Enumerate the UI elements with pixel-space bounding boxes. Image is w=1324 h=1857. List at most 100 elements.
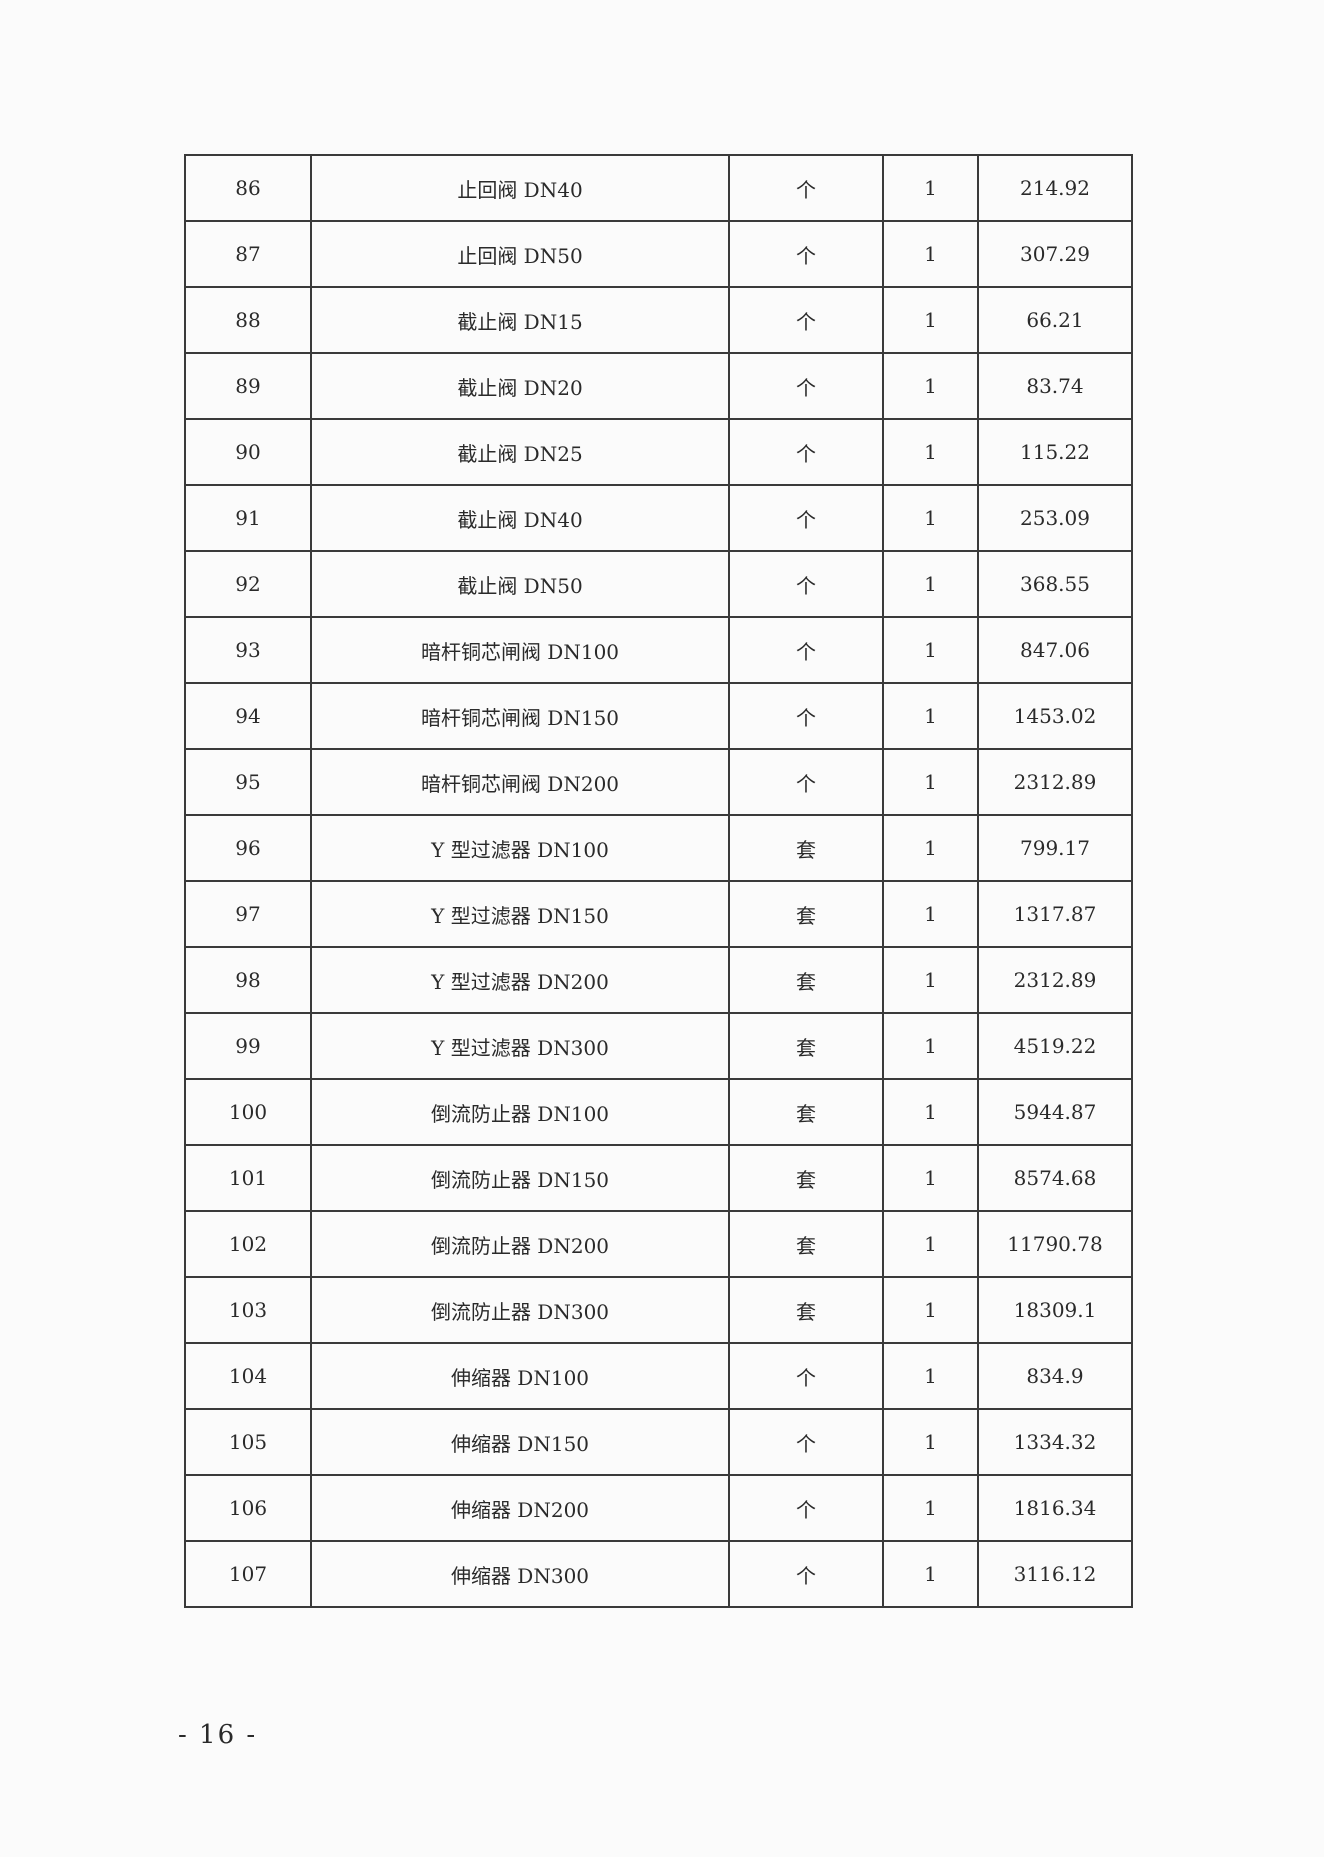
cell-price: 2312.89 (977, 748, 1133, 816)
table-row: 86 止回阀 DN40 个 1 214.92 (184, 154, 1133, 222)
cell-price: 11790.78 (977, 1210, 1133, 1278)
cell-unit: 个 (728, 154, 884, 222)
cell-unit: 个 (728, 550, 884, 618)
cell-quantity: 1 (882, 220, 979, 288)
cell-quantity: 1 (882, 154, 979, 222)
cell-item-name: 倒流防止器 DN200 (310, 1210, 730, 1278)
cell-item-number: 88 (184, 286, 312, 354)
cell-unit: 个 (728, 1474, 884, 1542)
table-row: 93 暗杆铜芯闸阀 DN100 个 1 847.06 (184, 616, 1133, 684)
cell-unit: 个 (728, 352, 884, 420)
cell-item-number: 106 (184, 1474, 312, 1542)
cell-quantity: 1 (882, 1342, 979, 1410)
cell-item-number: 95 (184, 748, 312, 816)
cell-item-number: 104 (184, 1342, 312, 1410)
cell-unit: 个 (728, 682, 884, 750)
cell-unit: 个 (728, 484, 884, 552)
cell-item-number: 103 (184, 1276, 312, 1344)
table-row: 92 截止阀 DN50 个 1 368.55 (184, 550, 1133, 618)
cell-quantity: 1 (882, 1408, 979, 1476)
cell-item-number: 94 (184, 682, 312, 750)
cell-item-name: 截止阀 DN25 (310, 418, 730, 486)
table-row: 106 伸缩器 DN200 个 1 1816.34 (184, 1474, 1133, 1542)
cell-unit: 个 (728, 1342, 884, 1410)
cell-item-name: Y 型过滤器 DN300 (310, 1012, 730, 1080)
cell-price: 18309.1 (977, 1276, 1133, 1344)
cell-item-name: 倒流防止器 DN100 (310, 1078, 730, 1146)
cell-price: 847.06 (977, 616, 1133, 684)
cell-quantity: 1 (882, 550, 979, 618)
cell-price: 368.55 (977, 550, 1133, 618)
cell-quantity: 1 (882, 1474, 979, 1542)
cell-price: 307.29 (977, 220, 1133, 288)
price-table: 86 止回阀 DN40 个 1 214.92 87 止回阀 DN50 个 1 307.29 88 截止… (184, 154, 1133, 1608)
cell-item-name: Y 型过滤器 DN100 (310, 814, 730, 882)
page-number: - 16 - (178, 1720, 258, 1750)
cell-unit: 个 (728, 1540, 884, 1608)
cell-item-number: 98 (184, 946, 312, 1014)
cell-item-name: 截止阀 DN50 (310, 550, 730, 618)
cell-price: 799.17 (977, 814, 1133, 882)
table-row: 89 截止阀 DN20 个 1 83.74 (184, 352, 1133, 420)
table-row: 87 止回阀 DN50 个 1 307.29 (184, 220, 1133, 288)
cell-item-name: 倒流防止器 DN300 (310, 1276, 730, 1344)
table-row: 94 暗杆铜芯闸阀 DN150 个 1 1453.02 (184, 682, 1133, 750)
cell-item-number: 96 (184, 814, 312, 882)
cell-quantity: 1 (882, 616, 979, 684)
cell-quantity: 1 (882, 286, 979, 354)
table-row: 95 暗杆铜芯闸阀 DN200 个 1 2312.89 (184, 748, 1133, 816)
cell-price: 1334.32 (977, 1408, 1133, 1476)
cell-item-name: Y 型过滤器 DN200 (310, 946, 730, 1014)
cell-price: 3116.12 (977, 1540, 1133, 1608)
cell-item-name: 伸缩器 DN200 (310, 1474, 730, 1542)
table-row: 91 截止阀 DN40 个 1 253.09 (184, 484, 1133, 552)
cell-price: 253.09 (977, 484, 1133, 552)
cell-quantity: 1 (882, 1540, 979, 1608)
cell-unit: 套 (728, 1012, 884, 1080)
cell-price: 83.74 (977, 352, 1133, 420)
cell-price: 834.9 (977, 1342, 1133, 1410)
cell-item-name: 暗杆铜芯闸阀 DN100 (310, 616, 730, 684)
table-row: 100 倒流防止器 DN100 套 1 5944.87 (184, 1078, 1133, 1146)
cell-price: 214.92 (977, 154, 1133, 222)
cell-unit: 个 (728, 418, 884, 486)
cell-item-number: 91 (184, 484, 312, 552)
cell-price: 1816.34 (977, 1474, 1133, 1542)
cell-item-number: 100 (184, 1078, 312, 1146)
table-row: 88 截止阀 DN15 个 1 66.21 (184, 286, 1133, 354)
table-row: 98 Y 型过滤器 DN200 套 1 2312.89 (184, 946, 1133, 1014)
cell-quantity: 1 (882, 352, 979, 420)
cell-item-number: 90 (184, 418, 312, 486)
cell-item-name: 倒流防止器 DN150 (310, 1144, 730, 1212)
cell-item-number: 89 (184, 352, 312, 420)
cell-item-name: 止回阀 DN40 (310, 154, 730, 222)
table-row: 99 Y 型过滤器 DN300 套 1 4519.22 (184, 1012, 1133, 1080)
cell-price: 66.21 (977, 286, 1133, 354)
cell-price: 1453.02 (977, 682, 1133, 750)
cell-unit: 套 (728, 1144, 884, 1212)
table-row: 105 伸缩器 DN150 个 1 1334.32 (184, 1408, 1133, 1476)
cell-unit: 个 (728, 220, 884, 288)
cell-quantity: 1 (882, 1144, 979, 1212)
cell-unit: 套 (728, 946, 884, 1014)
cell-unit: 套 (728, 880, 884, 948)
cell-item-name: 截止阀 DN20 (310, 352, 730, 420)
cell-item-name: 伸缩器 DN100 (310, 1342, 730, 1410)
cell-quantity: 1 (882, 1012, 979, 1080)
cell-unit: 套 (728, 1078, 884, 1146)
cell-item-name: 止回阀 DN50 (310, 220, 730, 288)
table-row: 90 截止阀 DN25 个 1 115.22 (184, 418, 1133, 486)
cell-unit: 个 (728, 286, 884, 354)
table-row: 102 倒流防止器 DN200 套 1 11790.78 (184, 1210, 1133, 1278)
cell-item-number: 87 (184, 220, 312, 288)
table-row: 104 伸缩器 DN100 个 1 834.9 (184, 1342, 1133, 1410)
cell-unit: 套 (728, 1276, 884, 1344)
table-row: 103 倒流防止器 DN300 套 1 18309.1 (184, 1276, 1133, 1344)
cell-item-name: 伸缩器 DN150 (310, 1408, 730, 1476)
cell-quantity: 1 (882, 1276, 979, 1344)
cell-item-number: 97 (184, 880, 312, 948)
cell-price: 4519.22 (977, 1012, 1133, 1080)
cell-quantity: 1 (882, 814, 979, 882)
cell-quantity: 1 (882, 418, 979, 486)
cell-item-number: 101 (184, 1144, 312, 1212)
